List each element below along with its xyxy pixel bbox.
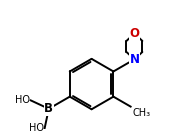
Text: O: O	[129, 27, 139, 40]
Text: HO: HO	[29, 123, 44, 133]
Text: B: B	[44, 102, 53, 115]
Text: N: N	[129, 53, 139, 66]
Text: CH₃: CH₃	[132, 108, 150, 118]
Text: HO: HO	[15, 95, 30, 105]
